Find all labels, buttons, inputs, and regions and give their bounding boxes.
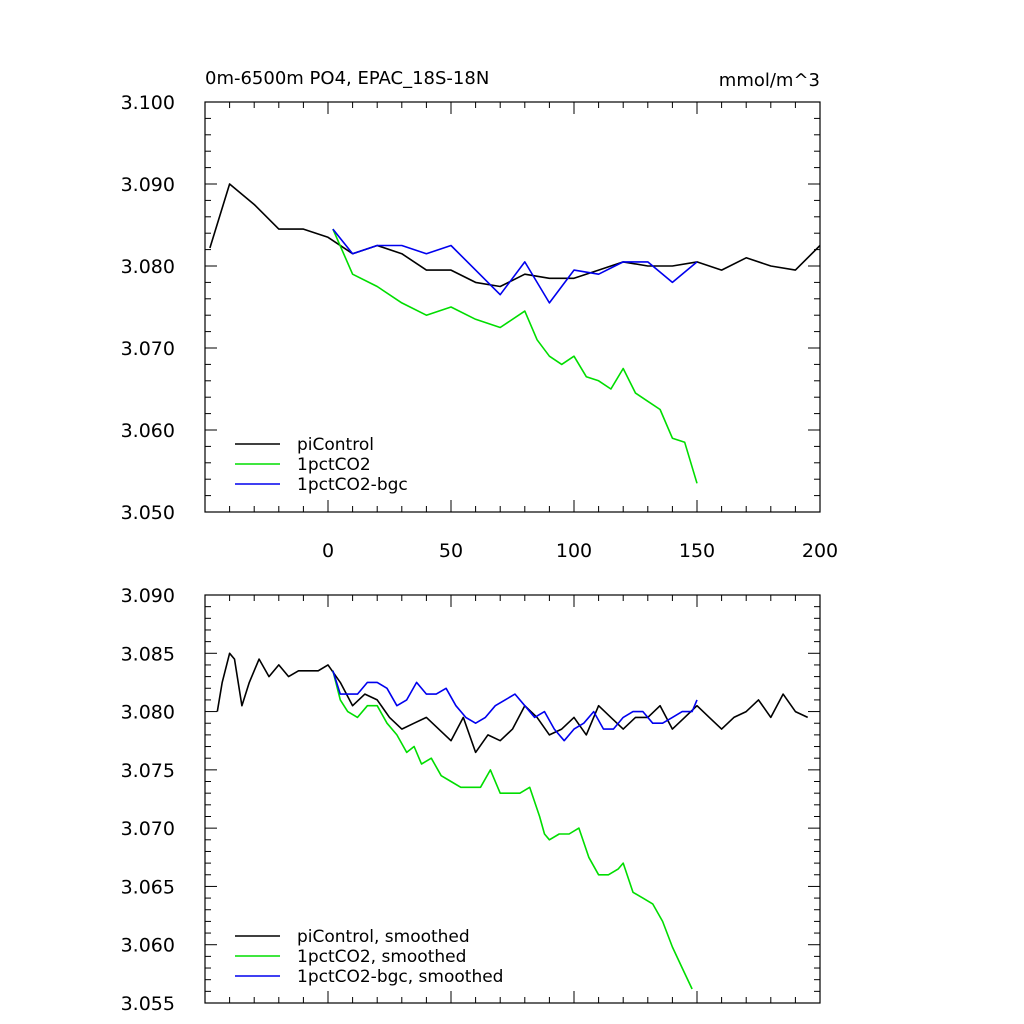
- top-series-group: [209, 183, 821, 484]
- y-tick-label: 3.050: [121, 502, 175, 524]
- bottom-series-group: [216, 652, 809, 990]
- legend-label: 1pctCO2-bgc, smoothed: [297, 967, 503, 987]
- legend-label: piControl, smoothed: [297, 927, 470, 947]
- y-tick-label: 3.080: [121, 256, 175, 278]
- y-tick-label: 3.055: [121, 993, 175, 1015]
- y-tick-label: 3.065: [121, 876, 175, 898]
- y-tick-label: 3.090: [121, 585, 175, 607]
- top-axis-ticks: 0 50 100 150 200 3.050 3.060 3.070 3.080 3.090 3.1…: [121, 92, 839, 562]
- y-tick-label: 3.090: [121, 174, 175, 196]
- series-line-1pctco2-bgc-smoothed: [332, 670, 698, 742]
- series-line-picontrol-smoothed: [216, 652, 809, 754]
- top-chart-title: 0m-6500m PO4, EPAC_18S-18N: [205, 68, 489, 89]
- y-tick-label: 3.100: [121, 92, 175, 114]
- x-tick-label: 100: [556, 540, 592, 562]
- bottom-axis-ticks: 3.055 3.060 3.065 3.070 3.075 3.080 3.085 3.090: [121, 585, 821, 1015]
- legend-label: 1pctCO2-bgc: [297, 475, 408, 495]
- legend-label: 1pctCO2, smoothed: [297, 947, 466, 967]
- y-tick-label: 3.085: [121, 643, 175, 665]
- x-tick-label: 50: [439, 540, 463, 562]
- y-tick-label: 3.080: [121, 702, 175, 724]
- y-tick-label: 3.070: [121, 338, 175, 360]
- series-line-1pctco2-smoothed: [332, 670, 693, 990]
- top-panel: 0m-6500m PO4, EPAC_18S-18N mmol/m^3 0 50 1…: [121, 68, 839, 562]
- y-tick-label: 3.070: [121, 818, 175, 840]
- series-line-1pctco2-bgc: [332, 228, 698, 304]
- x-tick-label: 150: [679, 540, 715, 562]
- top-chart-units: mmol/m^3: [719, 70, 820, 91]
- bottom-panel: 3.055 3.060 3.065 3.070 3.075 3.080 3.085 3.090…: [121, 585, 821, 1015]
- x-tick-label: 200: [802, 540, 838, 562]
- bottom-plot-frame: [204, 594, 821, 1004]
- series-line-1pctco2: [332, 228, 698, 484]
- y-tick-label: 3.060: [121, 420, 175, 442]
- top-plot-frame: [204, 101, 821, 513]
- series-line-picontrol: [209, 183, 821, 288]
- y-tick-label: 3.075: [121, 760, 175, 782]
- legend-label: 1pctCO2: [297, 455, 371, 475]
- y-tick-label: 3.060: [121, 935, 175, 957]
- x-tick-label: 0: [322, 540, 334, 562]
- legend-label: piControl: [297, 435, 374, 455]
